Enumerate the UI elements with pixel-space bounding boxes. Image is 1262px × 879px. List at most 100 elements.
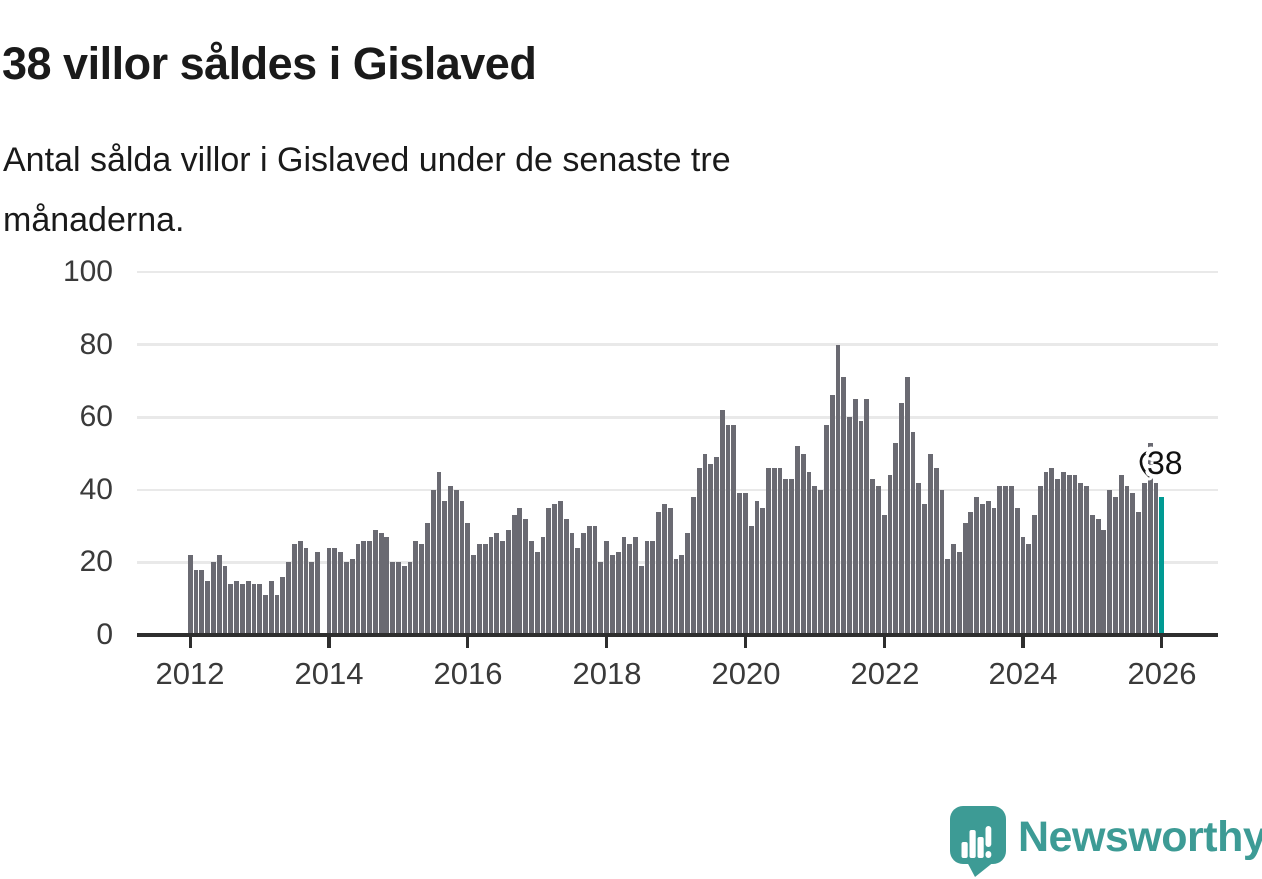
bar (193, 569, 199, 635)
bar (962, 522, 968, 635)
x-tick-label-2024: 2024 (988, 656, 1058, 691)
bar (1066, 475, 1072, 635)
bar (523, 518, 529, 635)
bar (673, 558, 679, 635)
bar (453, 489, 459, 635)
x-tick-mark-2026 (1160, 637, 1164, 648)
bar (303, 547, 309, 635)
bar (482, 544, 488, 636)
y-tick-label-80: 80 (79, 328, 113, 361)
y-tick-label-0: 0 (96, 618, 113, 651)
annotation-leader-line (1136, 446, 1156, 481)
bar (864, 399, 870, 635)
bar (1008, 486, 1014, 635)
y-tick-label-100: 100 (62, 255, 113, 288)
x-axis-line (137, 632, 1218, 638)
bar (378, 533, 384, 635)
bar (1043, 471, 1049, 635)
latest-value-annotation: 38 (1147, 445, 1183, 481)
bar (500, 540, 505, 635)
bar (540, 537, 546, 635)
bar (789, 478, 795, 635)
bar (390, 562, 396, 635)
x-tick-mark-2022 (882, 637, 886, 648)
gridline-60 (137, 416, 1218, 419)
bar (685, 533, 690, 635)
bar (569, 533, 575, 635)
bar (205, 580, 211, 635)
x-tick-label-2022: 2022 (850, 656, 920, 691)
bar (505, 529, 511, 635)
x-tick-mark-2016 (466, 637, 470, 648)
bar (1049, 468, 1055, 635)
bar (980, 504, 985, 635)
bar (1141, 482, 1147, 635)
bar (546, 507, 552, 635)
bar (656, 511, 662, 635)
bar (887, 475, 893, 635)
bar (251, 584, 257, 635)
bar (430, 489, 436, 635)
bar (870, 478, 875, 635)
bar (228, 584, 234, 635)
bar (615, 551, 621, 635)
bar (1101, 529, 1107, 635)
bar (280, 576, 286, 635)
bar (644, 540, 650, 635)
x-tick-mark-2020 (743, 637, 748, 648)
bar (835, 344, 841, 635)
bar (956, 551, 962, 635)
bar (592, 526, 598, 635)
bar (604, 540, 610, 635)
bar (222, 566, 228, 635)
bar (216, 555, 222, 635)
x-tick-label-2026: 2026 (1127, 656, 1197, 691)
bar (1014, 507, 1020, 635)
bar (771, 468, 777, 635)
bar (702, 453, 708, 635)
bar (349, 558, 355, 635)
bar (650, 540, 656, 635)
bar (742, 493, 748, 635)
bar (1072, 475, 1078, 635)
bar (968, 511, 974, 635)
bar (1003, 486, 1008, 635)
bar (471, 555, 477, 635)
bar (407, 562, 413, 635)
bar (332, 547, 338, 635)
newsworthy-watermark: Newsworthy (948, 804, 1262, 879)
bar (951, 544, 956, 636)
bar (1153, 482, 1159, 635)
bar (367, 540, 372, 635)
bar-highlight-latest (1159, 497, 1165, 635)
x-tick-label-2014: 2014 (294, 656, 364, 691)
bar (847, 417, 852, 635)
gridline-80 (137, 343, 1218, 346)
newsworthy-brand-name: Newsworthy (1018, 813, 1262, 861)
bar (933, 468, 939, 635)
bar (291, 544, 297, 636)
bar (355, 544, 361, 636)
chart-subtitle: Antal sålda villor i Gislaved under de s… (3, 130, 1103, 250)
bar (766, 468, 771, 635)
bar (1124, 486, 1130, 635)
bar (690, 497, 696, 635)
bar (754, 500, 760, 635)
bar (1147, 442, 1153, 635)
bar (326, 547, 332, 635)
bar (1061, 471, 1066, 635)
bar (1084, 486, 1089, 635)
bar (662, 504, 667, 635)
bar (338, 551, 344, 635)
bar (922, 504, 928, 635)
bar (263, 595, 268, 635)
bar (939, 489, 945, 635)
bar (1037, 486, 1043, 635)
bar (598, 562, 604, 635)
bar (1026, 544, 1032, 636)
bar (211, 562, 216, 635)
bar (372, 529, 378, 635)
bar (274, 595, 280, 635)
bar (442, 500, 448, 635)
bar (679, 555, 685, 635)
